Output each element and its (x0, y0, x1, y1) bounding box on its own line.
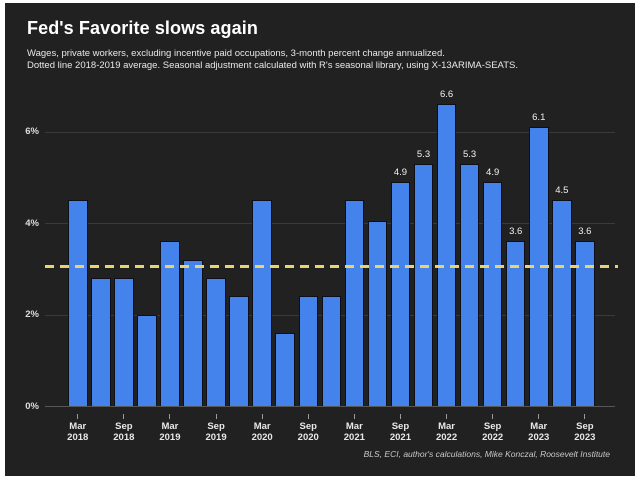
x-axis-label-year: 2020 (297, 432, 319, 443)
x-tick-mark (492, 414, 494, 419)
bar-mar-2019 (160, 241, 180, 406)
x-axis-label: Sep 2021 (374, 421, 426, 443)
bar-value-label: 4.9 (486, 167, 500, 179)
x-axis-label-year: 2019 (159, 432, 181, 443)
bar-dec-2018 (137, 314, 157, 406)
y-axis-label: 2% (25, 309, 39, 321)
chart-subtitle-line2: Dotted line 2018-2019 average. Seasonal … (27, 59, 518, 71)
x-tick-mark (261, 414, 263, 419)
bar-value-label: 6.6 (439, 89, 454, 101)
bar-sep-2023 (575, 241, 595, 406)
y-axis-label: 4% (25, 217, 39, 229)
x-tick-mark (307, 414, 309, 419)
x-axis-label: Mar 2023 (513, 421, 565, 443)
x-axis-label-month: Mar (253, 421, 271, 432)
x-axis-label-year: 2020 (251, 432, 273, 443)
x-tick-mark (215, 414, 217, 419)
x-axis-label-month: Sep (391, 421, 410, 432)
x-tick-mark (77, 414, 79, 419)
chart-title: Fed's Favorite slows again (27, 18, 258, 38)
x-axis-label-year: 2021 (389, 432, 411, 443)
bar-value-label: 5.3 (416, 148, 431, 160)
x-axis-label: Mar 2019 (144, 421, 196, 443)
source-note: BLS, ECI, author's calculations, Mike Ko… (363, 449, 610, 459)
chart-subtitle: Wages, private workers, excluding incent… (27, 48, 518, 71)
x-axis-label-year: 2022 (435, 432, 458, 443)
chart-subtitle-line1: Wages, private workers, excluding incent… (27, 48, 445, 59)
bar-value-label: 3.6 (578, 226, 592, 238)
x-tick-mark (353, 414, 355, 419)
x-axis-label-month: Sep (299, 421, 317, 432)
x-tick-mark (538, 414, 540, 419)
bar-value-label: 4.5 (555, 185, 569, 197)
x-axis-label-month: Mar (345, 421, 363, 432)
x-axis-label-year: 2022 (482, 432, 504, 443)
x-axis-label: Mar 2021 (328, 421, 380, 443)
x-axis-label: Mar 2020 (236, 421, 288, 443)
average-dashed-line (45, 265, 618, 269)
x-axis-label: Mar 2022 (421, 421, 473, 443)
x-axis-label-month: Mar (438, 421, 455, 432)
x-axis-label-month: Mar (69, 421, 87, 432)
bar-mar-2021 (344, 200, 365, 406)
x-axis-label-year: 2023 (574, 432, 596, 443)
gridline-0pct (45, 406, 615, 407)
bar-dec-2019 (229, 296, 249, 406)
x-axis-label-month: Sep (483, 421, 502, 432)
x-tick-mark (446, 414, 448, 419)
plot-area: 0% 2% 4% 6% 4.9 5.3 6.6 5.3 4.9 3.6 6.1 4.5 3.6 Mar 20… (5, 3, 635, 476)
x-tick-mark (169, 414, 171, 419)
bar-value-label: 3.6 (509, 226, 523, 238)
bar-dec-2021 (413, 163, 434, 406)
x-axis-label-month: Sep (115, 421, 133, 432)
chart-card: Fed's Favorite slows again Wages, privat… (5, 3, 635, 476)
x-axis-label-month: Mar (530, 421, 548, 432)
bar-jun-2022 (459, 163, 480, 406)
bar-sep-2021 (390, 182, 411, 406)
x-axis-label: Sep 2022 (467, 421, 519, 443)
x-axis-label: Sep 2018 (98, 421, 150, 443)
bar-jun-2023 (552, 200, 572, 406)
x-axis-label-month: Mar (161, 421, 179, 432)
bar-value-label: 6.1 (532, 112, 546, 124)
bar-dec-2020 (321, 296, 342, 406)
bar-sep-2020 (298, 296, 318, 406)
gridline-6pct (45, 131, 615, 133)
x-tick-mark (399, 414, 401, 419)
x-axis-label-month: Sep (207, 421, 225, 432)
bar-sep-2018 (114, 278, 134, 406)
x-axis-label-year: 2018 (67, 432, 89, 443)
bar-value-label: 4.9 (393, 167, 408, 179)
x-axis-label: Mar 2018 (52, 421, 104, 443)
bar-mar-2020 (252, 200, 272, 406)
x-tick-mark (584, 414, 586, 419)
x-axis-label: Sep 2020 (282, 421, 334, 443)
x-axis-label: Sep 2023 (559, 421, 611, 443)
bar-mar-2022 (436, 104, 457, 406)
x-axis-label-year: 2018 (113, 432, 135, 443)
x-axis-label-year: 2023 (528, 432, 550, 443)
y-axis-label: 0% (25, 400, 39, 412)
x-axis-label-year: 2019 (205, 432, 227, 443)
gridline-4pct (45, 223, 615, 225)
bar-jun-2018 (91, 278, 111, 406)
x-axis-label: Sep 2019 (190, 421, 242, 443)
x-axis-label-month: Sep (576, 421, 594, 432)
bar-sep-2019 (206, 278, 226, 406)
bar-mar-2018 (68, 200, 88, 406)
bar-jun-2021 (367, 220, 388, 406)
bar-sep-2022 (482, 182, 503, 406)
x-axis-label-year: 2021 (343, 432, 365, 443)
y-axis-label: 6% (25, 126, 39, 138)
bar-jun-2020 (275, 332, 295, 406)
bar-jun-2019 (183, 259, 203, 406)
bar-value-label: 5.3 (462, 148, 477, 160)
bar-dec-2022 (505, 241, 526, 406)
x-tick-mark (123, 414, 125, 419)
